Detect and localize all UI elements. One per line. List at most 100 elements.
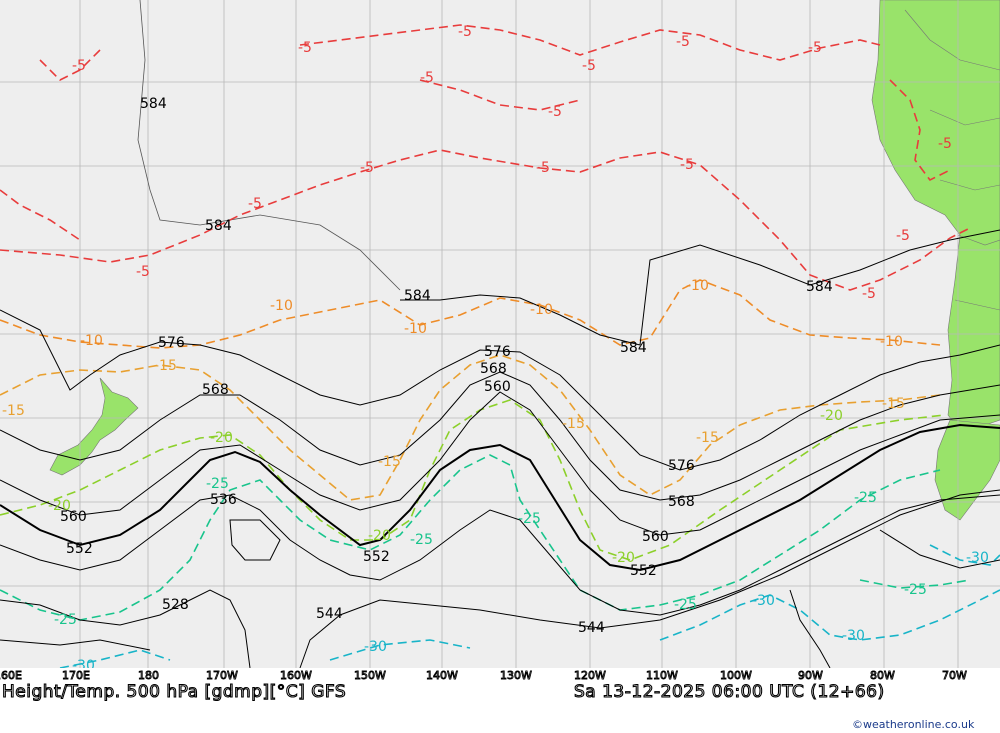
map-title: Height/Temp. 500 hPa [gdmp][°C] GFS — [2, 682, 346, 702]
temp-label: -25 — [674, 597, 697, 613]
height-label: 560 — [60, 509, 87, 525]
lon-label: 100W — [720, 669, 752, 682]
lon-label: 90W — [798, 669, 823, 682]
height-label: 576 — [668, 458, 695, 474]
temp-label: -5 — [298, 40, 312, 56]
height-label: 552 — [363, 549, 390, 565]
height-label: 584 — [404, 288, 431, 304]
temp-contours-minus5 — [0, 24, 971, 291]
temp-label: -5 — [360, 160, 374, 176]
temp-label: -25 — [54, 612, 77, 628]
lon-label: 170W — [206, 669, 238, 682]
temp-label: -20 — [820, 408, 843, 424]
lon-label: 150W — [354, 669, 386, 682]
temp-label: -25 — [854, 490, 877, 506]
height-label: 552 — [630, 563, 657, 579]
lon-label: 160W — [280, 669, 312, 682]
lon-label: 140W — [426, 669, 458, 682]
height-label: 584 — [806, 279, 833, 295]
height-label: 576 — [484, 344, 511, 360]
lat-lon-grid — [0, 0, 1000, 668]
lon-label: 180 — [138, 669, 159, 682]
temp-contours-minus10 — [0, 279, 941, 349]
height-label: 528 — [162, 597, 189, 613]
height-label: 560 — [642, 529, 669, 545]
height-label: 544 — [316, 606, 343, 622]
lon-label: 70W — [942, 669, 967, 682]
lon-label: 160E — [0, 669, 22, 682]
height-label: 584 — [620, 340, 647, 356]
temp-label: -10 — [880, 334, 903, 350]
temp-label: -25 — [518, 511, 541, 527]
temp-label: -15 — [882, 396, 905, 412]
temp-label: -20 — [48, 498, 71, 514]
temp-label: -30 — [364, 639, 387, 655]
boundary-line — [137, 0, 401, 291]
land-south-america — [871, 0, 1000, 431]
temp-label: -15 — [378, 454, 401, 470]
lon-label: 120W — [574, 669, 606, 682]
temp-label: -15 — [154, 358, 177, 374]
height-label: 568 — [668, 494, 695, 510]
temp-label: -10 — [80, 333, 103, 349]
temp-label: -5 — [862, 286, 876, 302]
longitude-axis: 160E 170E 180 170W 160W 150W 140W 130W 1… — [0, 669, 967, 683]
height-label: 536 — [210, 492, 237, 508]
footer-band — [0, 668, 1000, 733]
temp-label: -5 — [420, 70, 434, 86]
height-contours — [0, 229, 1000, 669]
height-labels: 584 584 584 584 584 576 576 576 568 568 … — [60, 96, 833, 636]
temp-label: -10 — [530, 302, 553, 318]
height-label: 544 — [578, 620, 605, 636]
land-patagonia — [934, 419, 1000, 521]
height-label: 584 — [205, 218, 232, 234]
temp-label: -5 — [536, 160, 550, 176]
valid-time: Sa 13-12-2025 06:00 UTC (12+66) — [574, 682, 885, 702]
height-label: 560 — [484, 379, 511, 395]
temp-label: -10 — [404, 321, 427, 337]
height-label: 568 — [202, 382, 229, 398]
temp-label: -5 — [582, 58, 596, 74]
credit-link[interactable]: ©weatheronline.co.uk — [852, 718, 975, 731]
temp-label: -5 — [72, 58, 86, 74]
temp-label: -25 — [206, 476, 229, 492]
temp-contours-minus15 — [0, 354, 941, 501]
temp-label: -10 — [686, 278, 709, 294]
temp-label: -5 — [458, 24, 472, 40]
temp-label: -20 — [612, 550, 635, 566]
temp-label: -5 — [548, 104, 562, 120]
temp-label: -10 — [270, 298, 293, 314]
temp-contours-minus20 — [0, 399, 946, 561]
temp-label: -5 — [676, 34, 690, 50]
lon-label: 170E — [62, 669, 90, 682]
temp-label: -25 — [904, 582, 927, 598]
temp-label: -5 — [248, 196, 262, 212]
temp-label: -5 — [136, 264, 150, 280]
temp-label: -15 — [562, 416, 585, 432]
lon-label: 130W — [500, 669, 532, 682]
temperature-labels: -5 -5 -5 -5 -5 -5 -5 -5 -5 -5 -5 -5 -5 -… — [2, 24, 989, 674]
lon-label: 80W — [870, 669, 895, 682]
temp-label: -20 — [210, 430, 233, 446]
temp-contours-minus30 — [59, 544, 1000, 669]
temp-label: -5 — [680, 157, 694, 173]
temp-label: -20 — [368, 528, 391, 544]
temp-label: -5 — [938, 136, 952, 152]
height-label: 584 — [140, 96, 167, 112]
temp-label: -15 — [696, 430, 719, 446]
height-label: 552 — [66, 541, 93, 557]
temp-label: -30 — [966, 550, 989, 566]
border-lines — [904, 9, 1000, 311]
temp-label: -25 — [410, 532, 433, 548]
temp-label: -30 — [752, 593, 775, 609]
temp-label: -5 — [808, 40, 822, 56]
temp-label: -5 — [896, 228, 910, 244]
temp-label: -30 — [842, 628, 865, 644]
lon-label: 110W — [646, 669, 678, 682]
temp-label: -15 — [2, 403, 25, 419]
height-label: 568 — [480, 361, 507, 377]
temp-contours-minus25 — [0, 454, 971, 621]
height-label: 576 — [158, 335, 185, 351]
